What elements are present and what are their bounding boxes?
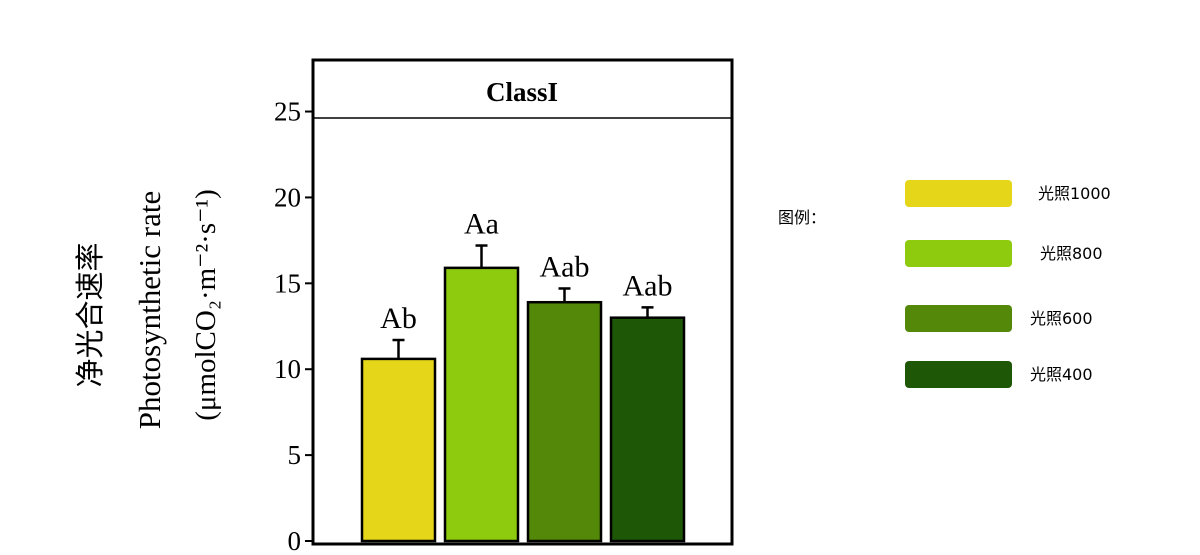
y-axis-label-line-1: 净光合速率 — [74, 242, 107, 387]
bar-annotation: Aa — [464, 208, 499, 241]
y-tick-label: 25 — [274, 97, 301, 127]
legend-title: 图例： — [778, 208, 826, 227]
y-tick-label: 15 — [274, 268, 301, 298]
legend-swatch — [905, 361, 1012, 388]
legend-swatch — [905, 180, 1012, 207]
plot-frame — [311, 58, 734, 546]
y-axis-label-line-2: Photosynthetic rate — [132, 191, 167, 429]
bars-group: Ab Aa Aab Aab — [360, 208, 686, 543]
bar — [443, 266, 520, 543]
legend-swatch — [905, 305, 1012, 332]
bar — [360, 357, 437, 543]
legend: 图例： 光照1000 光照800 光照600 光照400 — [778, 180, 1111, 388]
legend-items: 光照1000 光照800 光照600 光照400 — [905, 180, 1111, 388]
panel-title: ClassI — [486, 77, 558, 107]
y-axis-label-line-3: (μmolCO₂·m⁻²·s⁻¹) — [190, 189, 222, 421]
legend-label: 光照1000 — [1038, 184, 1111, 203]
bar-annotation: Aab — [623, 269, 673, 302]
legend-label: 光照800 — [1040, 244, 1103, 263]
legend-label: 光照400 — [1030, 365, 1093, 384]
bar — [609, 316, 686, 543]
bar — [526, 300, 603, 543]
y-tick-label: 5 — [288, 440, 302, 470]
y-tick-label: 10 — [274, 354, 301, 384]
bar-annotation: Aab — [540, 250, 590, 283]
y-tick-label: 20 — [274, 182, 301, 212]
legend-swatch — [905, 240, 1012, 267]
y-axis-label: 净光合速率 Photosynthetic rate (μmolCO₂·m⁻²·s… — [74, 189, 222, 429]
y-tick-label: 0 — [288, 526, 302, 555]
y-axis-ticks: 0 5 10 15 20 25 — [274, 97, 313, 555]
legend-label: 光照600 — [1030, 309, 1093, 328]
bar-annotation: Ab — [380, 302, 417, 335]
